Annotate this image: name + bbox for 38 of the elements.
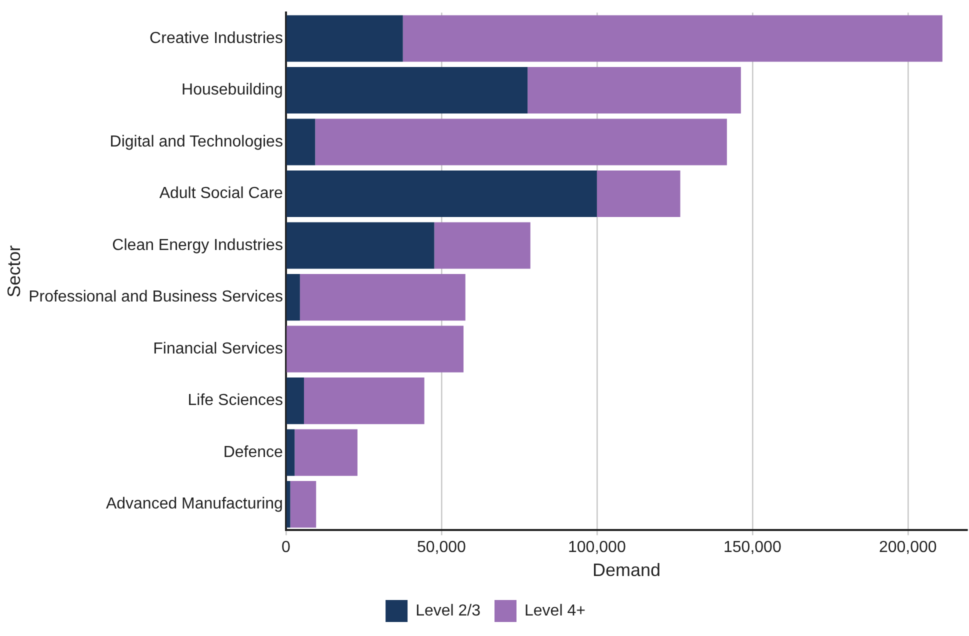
bar <box>596 170 680 218</box>
y-tick-label: Clean Energy Industries <box>112 236 283 254</box>
x-tick-label: 0 <box>282 539 290 556</box>
bar <box>402 15 942 62</box>
bar <box>286 481 290 528</box>
legend-label: Level 4+ <box>524 602 586 620</box>
y-tick-label: Defence <box>223 444 284 461</box>
bar <box>286 170 597 218</box>
bar <box>286 66 528 114</box>
x-tick-label: 50,000 <box>416 539 466 556</box>
bar <box>304 378 424 424</box>
bar <box>434 222 530 269</box>
bar <box>286 274 300 321</box>
y-tick-label: Adult Social Care <box>159 185 284 202</box>
bar <box>286 118 316 166</box>
y-tick-label: Digital and Technologies <box>110 133 283 150</box>
y-tick-label: Creative Industries <box>150 30 283 47</box>
bar <box>528 66 741 114</box>
x-tick-label: 150,000 <box>724 539 782 556</box>
x-tick-label: 100,000 <box>568 539 626 556</box>
y-tick-label: Housebuilding <box>182 82 283 99</box>
y-tick-label: Professional and Business Services <box>28 288 283 306</box>
legend-label: Level 2/3 <box>416 602 481 620</box>
bar <box>286 15 403 62</box>
bar <box>286 222 434 269</box>
y-tick-label: Advanced Manufacturing <box>106 496 283 513</box>
y-axis-title: Sector <box>4 245 24 298</box>
bar <box>286 378 304 424</box>
y-tick-label: Life Sciences <box>188 392 283 410</box>
bar <box>315 118 727 166</box>
bar <box>286 326 464 372</box>
y-tick-label: Financial Services <box>153 340 283 358</box>
bar <box>286 429 295 476</box>
x-tick-label: 200,000 <box>878 539 937 556</box>
bar <box>290 481 316 528</box>
bar <box>300 274 466 321</box>
x-axis-title: Demand <box>592 560 660 580</box>
bar <box>294 429 358 476</box>
